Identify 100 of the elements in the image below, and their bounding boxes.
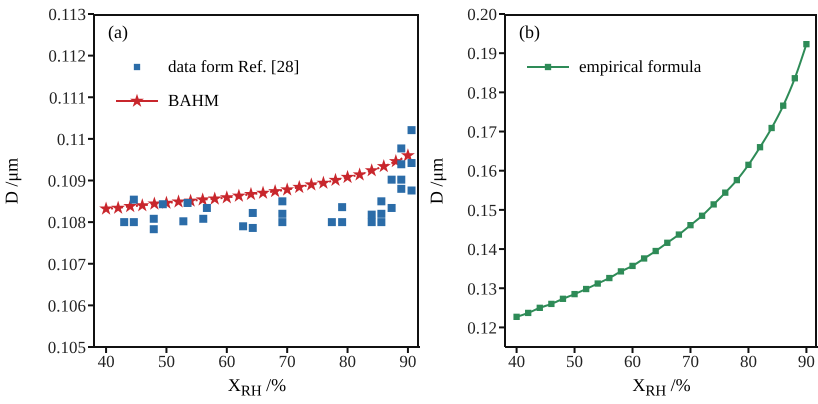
point: [278, 218, 286, 226]
point: [560, 296, 566, 302]
x-tick-label: 70: [682, 352, 699, 372]
point: [734, 176, 740, 184]
point: [239, 222, 248, 230]
point: [340, 170, 355, 184]
point: [268, 184, 282, 198]
point: [536, 304, 543, 311]
point: [130, 218, 138, 226]
x-tick-label: 70: [278, 352, 296, 372]
y-tick-label: 0.20: [467, 5, 497, 24]
x-tick-label: 80: [740, 352, 757, 372]
point: [606, 274, 612, 282]
y-tick-label: 0.13: [467, 279, 497, 298]
point: [99, 201, 114, 215]
y-tick-label: 0.108: [48, 213, 86, 232]
point: [408, 126, 416, 134]
point: [513, 314, 520, 320]
y-tick-label: 0.111: [49, 88, 86, 108]
y-tick-label: 0.19: [467, 44, 497, 64]
y-axis-title: D /μm: [426, 157, 448, 204]
point: [123, 198, 138, 212]
point: [594, 280, 601, 287]
point: [158, 200, 167, 208]
point: [328, 172, 342, 186]
y-tick-label: 0.17: [467, 122, 498, 142]
point: [397, 144, 406, 152]
y-tick-label: 0.12: [467, 318, 497, 338]
point: [756, 144, 764, 150]
point: [377, 197, 386, 206]
x-tick-label: 50: [566, 352, 584, 372]
x-tick-label: 90: [399, 352, 416, 372]
point: [397, 184, 406, 193]
point: [618, 268, 624, 275]
point: [248, 208, 257, 217]
point: [199, 214, 208, 223]
point: [408, 186, 416, 194]
point: [388, 204, 396, 212]
point: [328, 218, 336, 226]
point: [377, 210, 386, 218]
point: [130, 196, 138, 204]
x-tick-label: 40: [98, 352, 115, 372]
point: [172, 194, 186, 208]
point: [525, 310, 532, 316]
y-tick-label: 0.112: [48, 46, 86, 66]
point: [377, 218, 386, 226]
point: [629, 262, 636, 270]
point: [248, 224, 257, 232]
point: [368, 210, 376, 219]
x-tick-label: 80: [339, 352, 356, 372]
point: [111, 200, 126, 214]
point: [368, 218, 376, 226]
x-axis-title: X$_{RH}$ /%: [226, 375, 288, 401]
point: [780, 102, 786, 109]
point: [664, 240, 670, 246]
x-tick-label: 60: [218, 352, 236, 372]
legend-label: data form Ref. [28]: [168, 57, 300, 77]
point: [397, 176, 406, 184]
point: [408, 159, 416, 168]
legend-label: BAHM: [168, 91, 220, 111]
point: [280, 182, 294, 196]
y-tick-label: 0.14: [467, 240, 498, 260]
point: [376, 159, 391, 172]
y-tick-label: 0.16: [467, 162, 497, 181]
x-tick-label: 60: [624, 352, 642, 372]
point: [397, 160, 406, 168]
y-tick-label: 0.106: [48, 296, 86, 316]
point: [710, 201, 717, 208]
y-tick-label: 0.18: [467, 83, 497, 102]
point: [722, 189, 728, 196]
point: [278, 197, 286, 206]
point: [745, 162, 752, 168]
x-tick-label: 40: [508, 352, 526, 372]
y-tick-label: 0.113: [48, 5, 86, 24]
y-axis-title: D /μm: [2, 157, 22, 204]
point: [364, 163, 379, 176]
point: [548, 300, 555, 308]
point: [582, 286, 590, 292]
point: [388, 176, 396, 184]
point: [571, 290, 578, 298]
point: [698, 212, 706, 219]
point: [676, 231, 682, 238]
point: [256, 186, 270, 199]
point: [120, 218, 128, 226]
point: [150, 214, 158, 223]
point: [135, 198, 150, 212]
point: [768, 124, 775, 132]
point: [292, 180, 306, 194]
x-tick-label: 90: [798, 352, 815, 372]
point: [338, 203, 346, 212]
x-axis-title: X$_{RH}$ /%: [631, 375, 692, 401]
point: [232, 188, 246, 202]
point: [278, 210, 286, 218]
legend-label: empirical formula: [579, 57, 702, 77]
x-tick-label: 50: [158, 352, 175, 372]
point: [640, 255, 648, 262]
point: [202, 204, 211, 212]
point: [150, 225, 158, 234]
annotation: (b): [519, 22, 540, 43]
point: [220, 190, 234, 204]
